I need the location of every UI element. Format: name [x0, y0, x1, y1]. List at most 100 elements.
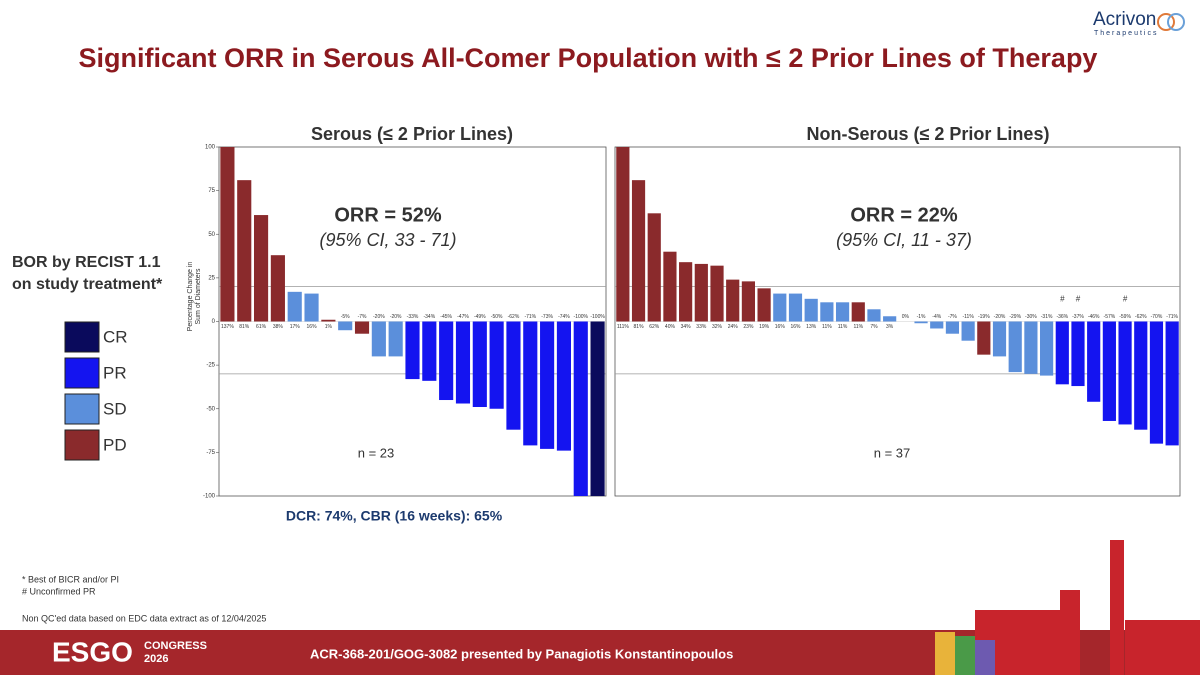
value-label: 61% [256, 324, 267, 330]
footnote: # Unconfirmed PR [22, 586, 96, 596]
logo: Acrivon [1093, 9, 1156, 30]
value-label: 19% [759, 324, 770, 330]
bar [338, 321, 353, 331]
value-label: -50% [491, 314, 503, 320]
annotation: n = 23 [358, 445, 395, 460]
bar [455, 321, 471, 404]
building [1110, 540, 1124, 675]
building [1125, 620, 1200, 675]
bar [304, 293, 319, 322]
y-tick-label: 25 [208, 275, 215, 281]
annotation: (95% CI, 11 - 37) [836, 230, 972, 250]
bar [694, 263, 708, 322]
value-label: -45% [440, 314, 452, 320]
bars [616, 147, 1179, 446]
bar [439, 321, 454, 401]
bar [757, 288, 771, 322]
y-tick-label: 50 [208, 232, 215, 238]
value-label: -62% [1135, 314, 1147, 320]
bar [647, 213, 661, 322]
bar [1102, 321, 1116, 421]
y-tick-label: -25 [206, 363, 215, 369]
bar [220, 147, 235, 322]
bars [220, 147, 605, 496]
building [935, 632, 955, 675]
legend-label: PR [103, 363, 127, 382]
value-label: 16% [775, 324, 786, 330]
bar [1055, 321, 1069, 385]
value-label: -19% [978, 314, 990, 320]
flag: # [1076, 295, 1081, 304]
value-label: 81% [634, 324, 645, 330]
bar [506, 321, 521, 430]
value-label: -71% [524, 314, 536, 320]
bar [253, 215, 269, 322]
bar [977, 321, 991, 355]
value-label: -20% [373, 314, 385, 320]
value-label: 7% [870, 324, 878, 330]
bar [1008, 321, 1022, 373]
chart-footnote: DCR: 74%, CBR (16 weeks): 65% [286, 508, 503, 524]
value-label: -7% [948, 314, 957, 320]
bar [1071, 321, 1085, 387]
bar [1149, 321, 1164, 444]
building [955, 636, 975, 675]
value-label: 24% [728, 324, 739, 330]
value-label: 13% [806, 324, 817, 330]
value-label: -31% [1041, 314, 1053, 320]
value-label: 11% [838, 324, 848, 330]
flag: # [1123, 295, 1128, 304]
bar [540, 321, 555, 449]
value-label: -7% [358, 314, 367, 320]
bar [773, 293, 787, 322]
value-label: -20% [390, 314, 402, 320]
value-label: 34% [681, 324, 692, 330]
annotation: (95% CI, 33 - 71) [319, 230, 456, 250]
value-label: 11% [822, 324, 832, 330]
bar [489, 321, 504, 409]
y-tick-label: 100 [205, 145, 216, 151]
value-label: 3% [886, 324, 894, 330]
value-label: -59% [1119, 314, 1131, 320]
logo-mark [1157, 13, 1175, 31]
value-label: -36% [1056, 314, 1068, 320]
bar [616, 147, 630, 322]
y-tick-label: -75 [206, 450, 215, 456]
bar [631, 180, 646, 322]
footnote: Non QC'ed data based on EDC data extract… [22, 613, 266, 623]
bar [663, 251, 677, 322]
value-label: 32% [712, 324, 723, 330]
value-label: 1% [325, 324, 333, 330]
slide-title: Significant ORR in Serous All-Comer Popu… [79, 43, 1098, 73]
y-tick-label: -100 [203, 494, 216, 500]
bar [883, 316, 897, 322]
value-label: -4% [932, 314, 941, 320]
bar [1118, 321, 1132, 425]
footer-event: 2026 [144, 653, 168, 665]
bar [405, 321, 420, 380]
y-tick-label: -50 [206, 406, 215, 412]
value-label: -47% [457, 314, 469, 320]
bar [788, 293, 803, 322]
y-tick-label: 75 [208, 188, 215, 194]
legend-swatch [64, 321, 100, 353]
annotation: ORR = 52% [334, 204, 441, 226]
legend-swatch [64, 393, 100, 425]
legend-swatch [64, 357, 100, 389]
chart-title: Serous (≤ 2 Prior Lines) [311, 124, 513, 144]
value-label: 0% [902, 314, 910, 320]
value-label: 23% [743, 324, 754, 330]
legend-label: CR [103, 327, 128, 346]
bar [287, 291, 302, 322]
value-label: -62% [508, 314, 520, 320]
side-title: BOR by RECIST 1.1 [12, 254, 161, 271]
annotation: n = 37 [874, 445, 911, 460]
value-label: 111% [617, 324, 630, 330]
bar [1087, 321, 1101, 402]
value-label: -37% [1072, 314, 1084, 320]
logo-mark [1167, 13, 1185, 31]
value-label: -49% [474, 314, 486, 320]
value-label: -29% [1009, 314, 1021, 320]
bar [851, 302, 865, 322]
